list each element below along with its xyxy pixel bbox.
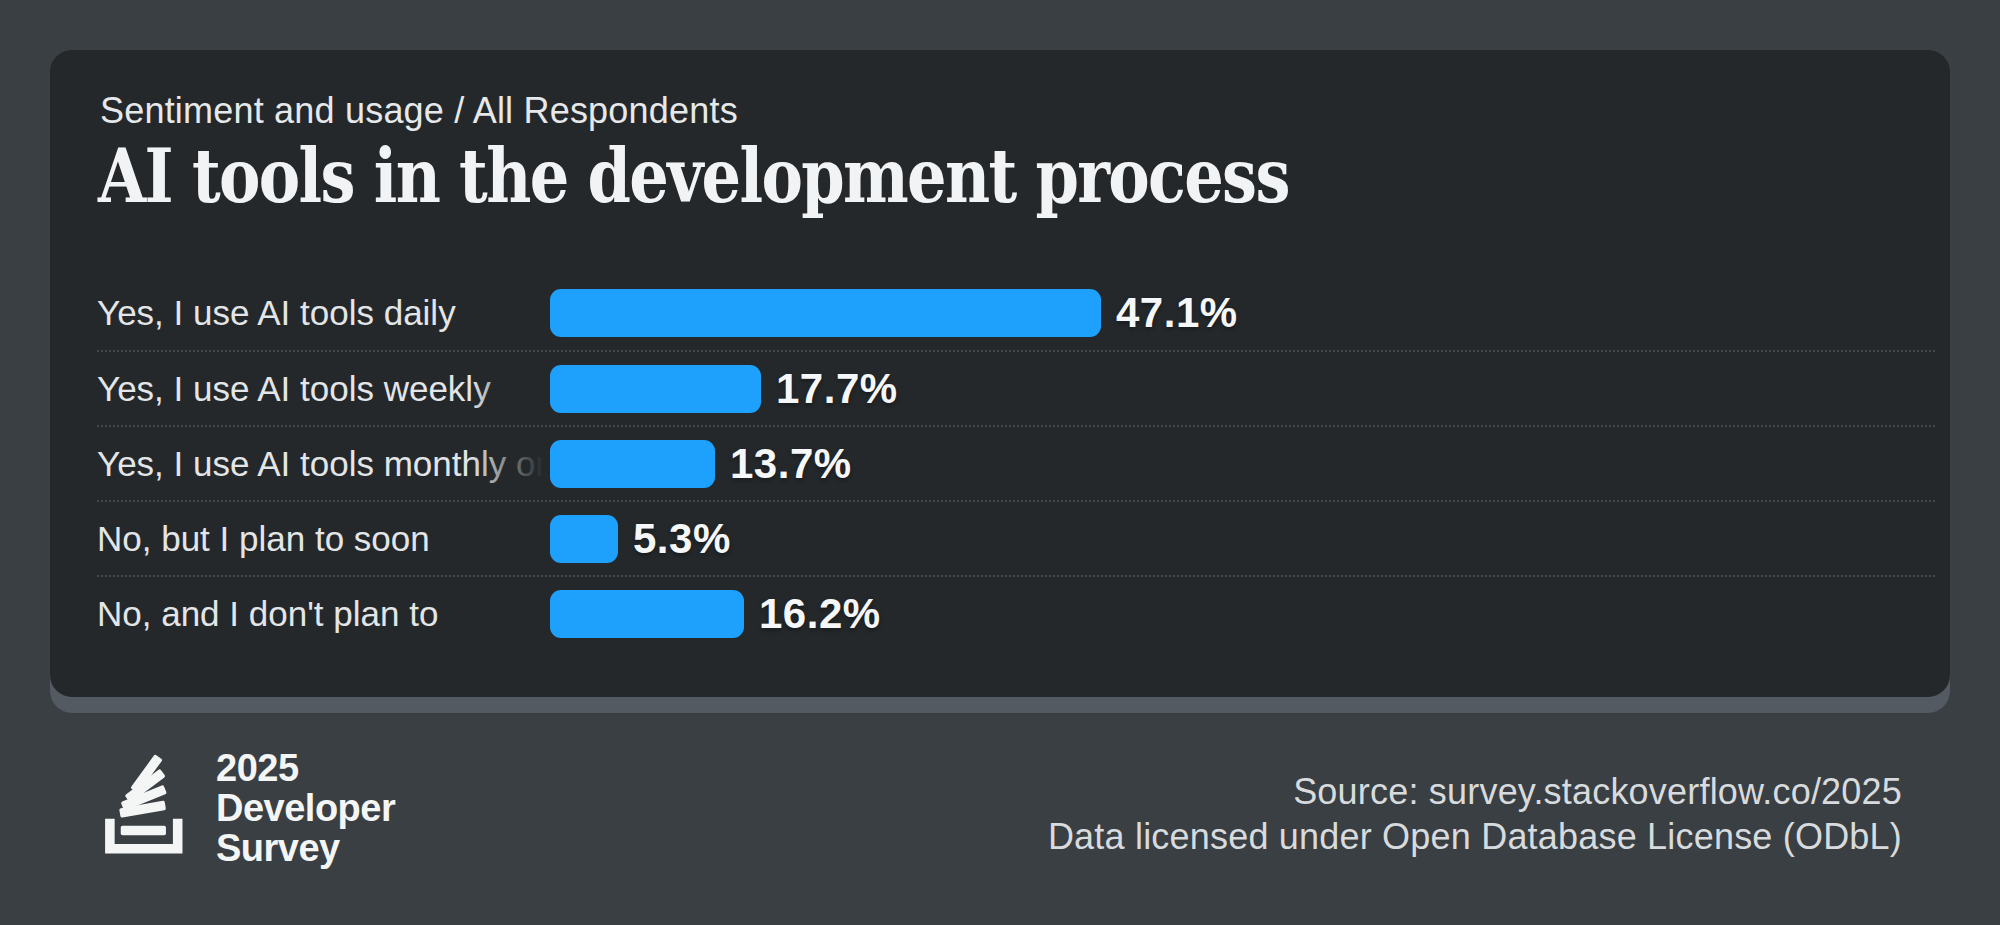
bar-row: No, and I don't plan to 16.2% bbox=[97, 575, 1935, 650]
bar-value: 16.2% bbox=[759, 590, 881, 638]
bar-value: 5.3% bbox=[633, 515, 731, 563]
logo-word-survey: Survey bbox=[216, 828, 395, 868]
bar-row: Yes, I use AI tools daily 47.1% bbox=[97, 275, 1935, 350]
breadcrumb-scope: All Respondents bbox=[473, 90, 738, 131]
bar-value: 13.7% bbox=[730, 440, 852, 488]
bar bbox=[550, 440, 715, 488]
bar-row: Yes, I use AI tools weekly 17.7% bbox=[97, 350, 1935, 425]
bar-track: 16.2% bbox=[550, 590, 1935, 638]
bar-value: 47.1% bbox=[1116, 289, 1238, 337]
bar-value: 17.7% bbox=[776, 365, 898, 413]
license-line: Data licensed under Open Database Licens… bbox=[1048, 814, 1902, 859]
bar-chart: Yes, I use AI tools daily 47.1% Yes, I u… bbox=[97, 275, 1935, 650]
bar-row-label: No, but I plan to soon bbox=[97, 519, 550, 559]
bar-row-label: Yes, I use AI tools monthly or infrequen… bbox=[97, 444, 550, 484]
stackoverflow-logo-icon bbox=[99, 746, 199, 868]
chart-card: Sentiment and usage / All Respondents AI… bbox=[50, 50, 1950, 697]
bar-row: No, but I plan to soon 5.3% bbox=[97, 500, 1935, 575]
survey-logo: 2025 Developer Survey bbox=[99, 746, 395, 868]
bar-row: Yes, I use AI tools monthly or infrequen… bbox=[97, 425, 1935, 500]
bar-track: 13.7% bbox=[550, 440, 1935, 488]
bar-track: 47.1% bbox=[550, 289, 1935, 337]
breadcrumb-section: Sentiment and usage bbox=[100, 90, 444, 131]
bar-row-label: Yes, I use AI tools daily bbox=[97, 293, 550, 333]
bar-row-label: Yes, I use AI tools weekly bbox=[97, 369, 550, 409]
bar bbox=[550, 515, 618, 563]
bar-row-label: No, and I don't plan to bbox=[97, 594, 550, 634]
logo-year: 2025 bbox=[216, 748, 395, 788]
breadcrumb-separator: / bbox=[444, 90, 473, 131]
bar-track: 17.7% bbox=[550, 365, 1935, 413]
source-line: Source: survey.stackoverflow.co/2025 bbox=[1048, 769, 1902, 814]
bar bbox=[550, 590, 744, 638]
page-title: AI tools in the development process bbox=[98, 136, 1289, 216]
breadcrumb: Sentiment and usage / All Respondents bbox=[100, 90, 738, 132]
survey-logo-text: 2025 Developer Survey bbox=[216, 748, 395, 868]
bar bbox=[550, 289, 1101, 337]
logo-word-developer: Developer bbox=[216, 788, 395, 828]
bar bbox=[550, 365, 761, 413]
attribution: Source: survey.stackoverflow.co/2025 Dat… bbox=[1048, 769, 1902, 859]
bar-track: 5.3% bbox=[550, 515, 1935, 563]
